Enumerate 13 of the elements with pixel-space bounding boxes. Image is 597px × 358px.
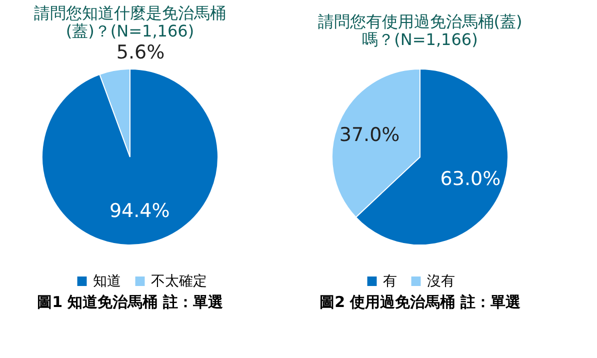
caption: 圖1 知道免治馬桶 註：單選 (37, 293, 224, 311)
legend-label: 不太確定 (151, 273, 207, 290)
legend-label: 沒有 (427, 273, 455, 290)
data-label: 5.6% (116, 42, 165, 64)
pie-slice (42, 68, 218, 246)
data-label: 94.4% (109, 200, 170, 222)
data-label: 63.0% (440, 168, 501, 190)
legend-label: 知道 (93, 273, 121, 290)
chart-title: 請問您有使用過免治馬桶(蓋) 嗎？(N=1,166) (318, 12, 522, 49)
legend-label: 有 (383, 273, 397, 290)
caption: 圖2 使用過免治馬桶 註：單選 (320, 293, 522, 311)
data-label: 37.0% (339, 124, 400, 146)
chart-title: 請問您知道什麼是免治馬桶 (蓋)？(N=1,166) (34, 4, 226, 41)
